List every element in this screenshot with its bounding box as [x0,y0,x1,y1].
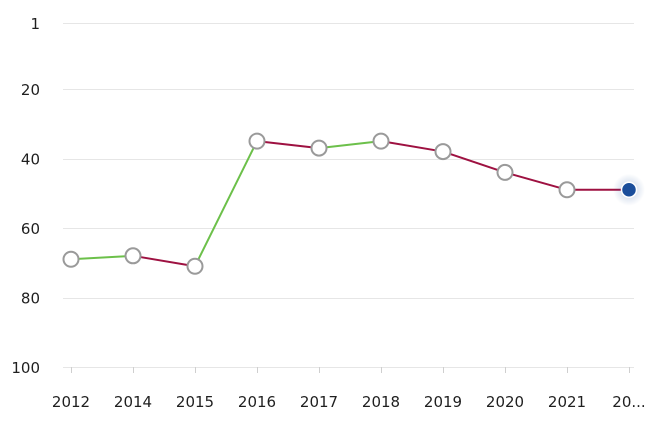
segment-declining [380,140,444,153]
data-point-2018[interactable] [372,132,390,150]
data-point-2019[interactable] [434,143,452,161]
segment-declining [442,150,506,174]
y-axis-labels: 1 20 40 60 80 100 [11,15,40,377]
x-tick-label-0: 2012 [52,393,90,411]
data-point-2012[interactable] [62,250,80,268]
data-point-2020[interactable] [496,163,514,181]
x-axis-labels: 2012 2014 2015 2016 2017 2018 2019 2020 2021 20..… [52,367,646,411]
data-point-2016[interactable] [248,132,266,150]
y-tick-label-80: 80 [21,290,40,308]
y-tick-label-20: 20 [21,81,40,99]
segment-improving [194,140,258,268]
data-points [62,132,645,275]
x-tick-label-5: 2018 [362,393,400,411]
x-tick-label-4: 2017 [300,393,338,411]
x-tick-label-8: 2021 [548,393,586,411]
gridlines [63,23,634,368]
segment-declining [256,140,320,150]
y-tick-label-40: 40 [21,151,40,169]
data-point-2017[interactable] [310,139,328,157]
data-point-current[interactable] [620,181,638,199]
x-tick-label-2: 2015 [176,393,214,411]
x-tick-label-7: 2020 [486,393,524,411]
segment-declining [504,171,568,191]
segment-declining [132,254,196,268]
y-tick-label-1: 1 [30,15,40,33]
line-segments [70,140,630,268]
segment-improving [70,254,134,261]
data-point-2015[interactable] [186,257,204,275]
data-point-2014[interactable] [124,247,142,265]
segment-improving [318,140,382,150]
y-tick-label-100: 100 [11,359,40,377]
x-tick-label-3: 2016 [238,393,276,411]
data-point-2021[interactable] [558,181,576,199]
y-tick-label-60: 60 [21,220,40,238]
x-tick-label-1: 2014 [114,393,152,411]
x-tick-label-9: 20... [612,393,645,411]
x-tick-label-6: 2019 [424,393,462,411]
